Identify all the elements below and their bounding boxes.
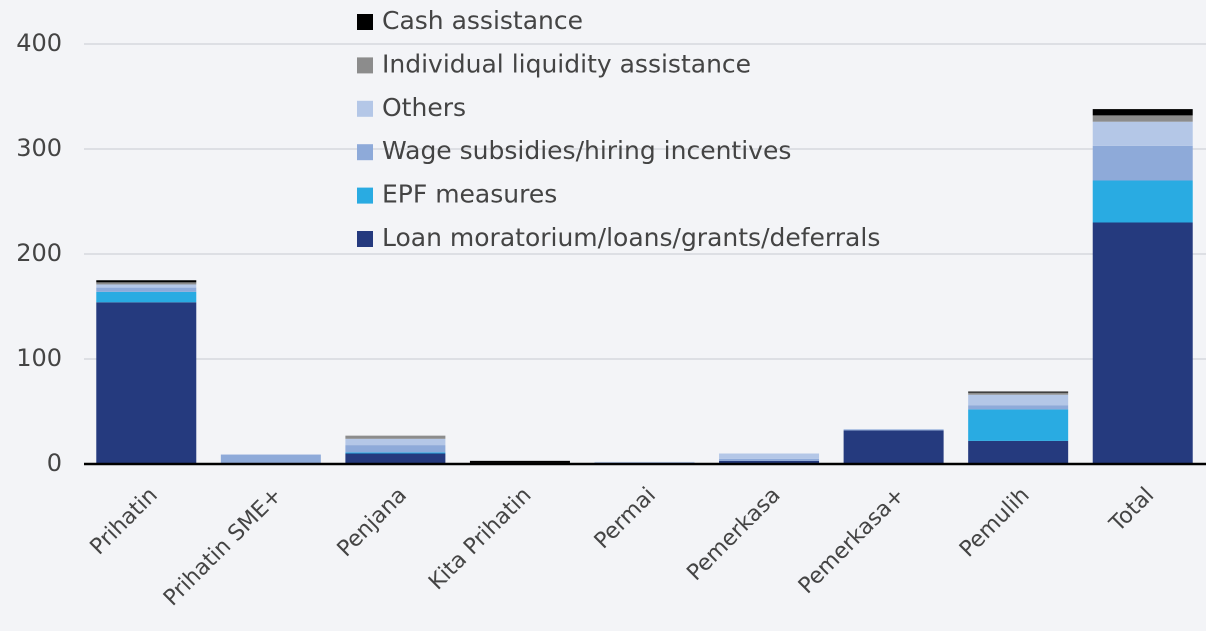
y-tick-label: 100 [16,344,62,372]
bar-segment [345,445,446,453]
y-tick-label: 300 [16,134,62,162]
bar-segment [968,440,1069,464]
legend-swatch [357,100,373,117]
legend-label: Loan moratorium/loans/grants/deferrals [382,223,880,252]
legend-label: Others [382,93,466,122]
bar-segment [843,430,944,464]
bar-segment [96,280,197,283]
legend-label: EPF measures [382,180,557,209]
bar-segment [719,460,820,464]
y-tick-label: 400 [16,29,62,57]
legend-swatch [357,187,373,204]
bar-segment [96,282,197,285]
y-tick-label: 200 [16,239,62,267]
bar-segment [968,409,1069,441]
bar-segment [843,429,944,431]
bar-segment [1092,121,1193,146]
legend-swatch [357,14,373,30]
bar-segment [968,394,1069,406]
bar-segment [1092,109,1193,116]
bar-segment [968,392,1069,395]
bar-segment [345,438,446,446]
legend-swatch [357,231,373,247]
bar-segment [345,453,446,464]
legend-swatch [357,144,373,161]
bar-segment [345,452,446,454]
y-tick-label: 0 [47,449,62,477]
bar-segment [96,291,197,303]
bar-segment [96,284,197,288]
bar-segment [96,302,197,464]
legend-label: Wage subsidies/hiring incentives [382,136,791,165]
bar-segment [96,287,197,292]
bar-segment [469,460,570,463]
bar-segment [220,454,321,463]
legend-swatch [357,57,373,74]
bar-segment [345,435,446,439]
bar-segment [1092,115,1193,122]
bar-segment [719,458,820,461]
bar-segment [1092,145,1193,181]
bar-segment [968,391,1069,393]
bar-segment [1092,222,1193,464]
bar-segment [719,453,820,459]
legend-label: Individual liquidity assistance [382,49,751,78]
bar-segment [1092,180,1193,223]
bar-segment [968,405,1069,410]
legend-label: Cash assistance [382,6,583,35]
